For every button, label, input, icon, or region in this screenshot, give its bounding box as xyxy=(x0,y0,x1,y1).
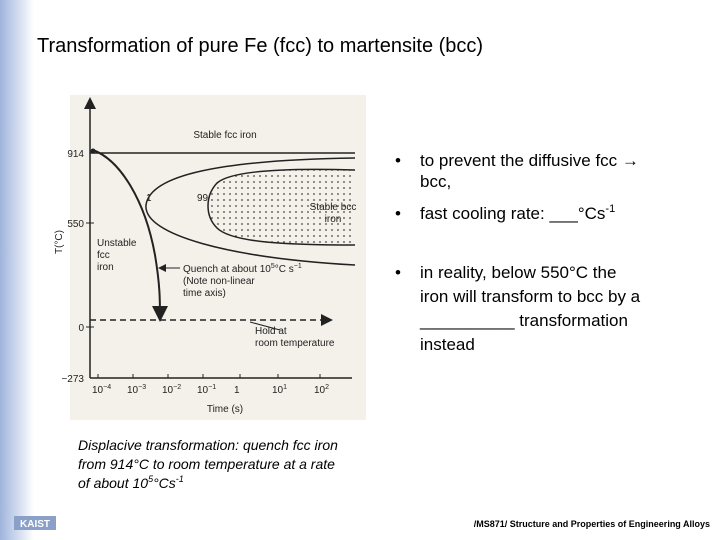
x-tick-exp: −2 xyxy=(173,384,181,391)
x-ticks: 10−4 10−3 10−2 10−1 1 101 102 xyxy=(92,374,329,396)
x-tick-label: 101 xyxy=(272,384,287,396)
x-tick-exp: −1 xyxy=(208,384,216,391)
x-tick-exp: 1 xyxy=(283,384,287,391)
label: Quench at about 105°C s−1 (Note non-linea… xyxy=(183,263,302,299)
x-tick-exp: −3 xyxy=(138,384,146,391)
x-tick-label: 1 xyxy=(234,385,240,396)
pointer xyxy=(249,321,281,331)
logo-box xyxy=(14,516,56,530)
bullet: to prevent the diffusive fcc → bcc, xyxy=(420,151,639,191)
quench-curve xyxy=(92,149,168,322)
label: Hold at room temperature xyxy=(255,326,335,349)
y-tick-label: −273 xyxy=(61,374,84,385)
x-tick-base: 10 xyxy=(197,385,209,396)
figure: 914 550 0 −273 T(°C) Time (s) Stable fcc… xyxy=(54,95,366,420)
x-tick-base: 10 xyxy=(314,385,326,396)
bullet-dot: • xyxy=(395,151,401,170)
bullet: fast cooling rate: ___°Cs-1 xyxy=(420,203,615,223)
x-axis-label: Time (s) xyxy=(207,404,243,415)
logo: KAIST xyxy=(20,519,50,530)
x-tick-base: 10 xyxy=(127,385,139,396)
x-tick-base: 10 xyxy=(162,385,174,396)
bcc-region xyxy=(208,169,355,245)
side-band xyxy=(0,0,34,540)
x-tick-base: 10 xyxy=(272,385,284,396)
start-point xyxy=(90,148,96,154)
x-tick-label: 102 xyxy=(314,384,329,396)
bullets: • to prevent the diffusive fcc → bcc, • f… xyxy=(395,151,641,354)
x-tick-label: 10−1 xyxy=(197,384,216,396)
caption: Displacive transformation: quench fcc ir… xyxy=(78,437,338,491)
label: 99 xyxy=(197,193,209,204)
x-tick-exp: 2 xyxy=(325,384,329,391)
slide-title: Transformation of pure Fe (fcc) to marte… xyxy=(37,35,483,57)
figure-background xyxy=(70,95,366,420)
label: Unstable fcc iron xyxy=(97,238,137,273)
x-tick-base: 10 xyxy=(92,385,104,396)
footer: /MS871/ Structure and Properties of Engi… xyxy=(474,519,710,529)
bullet-dot: • xyxy=(395,204,401,223)
y-axis-label: T(°C) xyxy=(54,230,65,254)
x-tick-exp: −4 xyxy=(103,384,111,391)
label: Stable fcc iron xyxy=(193,130,256,141)
x-tick-label: 10−3 xyxy=(127,384,146,396)
label: Stable bcc iron xyxy=(310,202,357,225)
x-tick-base: 1 xyxy=(234,385,240,396)
y-tick-label: 914 xyxy=(67,149,84,160)
bullet-dot: • xyxy=(395,263,401,282)
curve-1 xyxy=(145,157,356,266)
x-tick-label: 10−2 xyxy=(162,384,181,396)
x-tick-label: 10−4 xyxy=(92,384,111,396)
curve-99 xyxy=(207,168,356,246)
bullet: in reality, below 550°C the iron will tra… xyxy=(419,263,641,354)
label: 1 xyxy=(146,193,152,204)
y-tick-label: 550 xyxy=(67,219,84,230)
y-tick-label: 0 xyxy=(78,323,84,334)
